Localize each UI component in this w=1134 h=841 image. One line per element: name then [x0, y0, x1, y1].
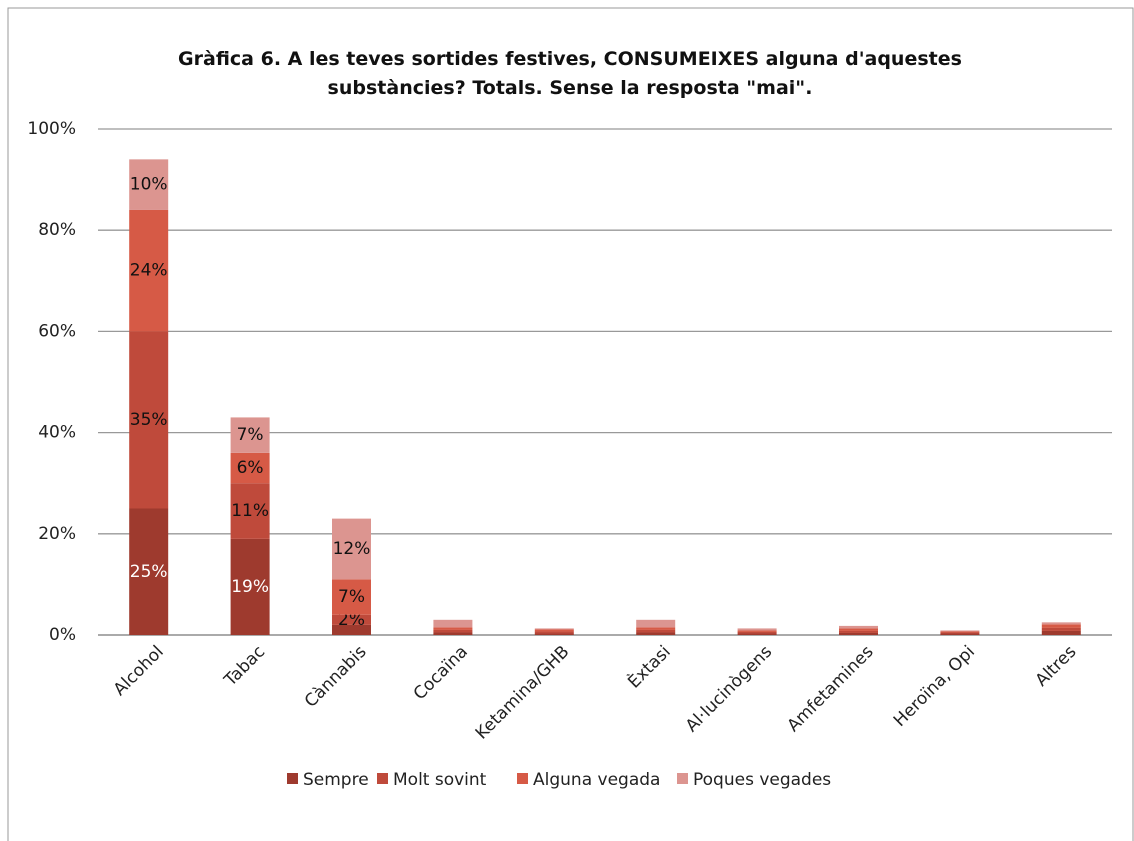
bar-segment: [230, 483, 270, 539]
legend-label: Alguna vegada: [533, 770, 660, 790]
data-label: 7%: [338, 587, 365, 607]
bar-segment: [636, 619, 676, 628]
data-label: 7%: [237, 425, 264, 445]
x-tick-label: Tabac: [220, 642, 269, 691]
bar-segment: [940, 633, 980, 635]
bar-segment: [129, 331, 169, 509]
bar-segment: [1041, 624, 1081, 628]
x-tick-label: Altres: [1032, 642, 1081, 691]
bar-segment: [433, 629, 473, 633]
y-tick-label: 0%: [49, 625, 76, 645]
bar-segment: [636, 629, 676, 633]
y-tick-label: 60%: [38, 321, 76, 341]
bar-segment: [129, 508, 169, 635]
data-label: 11%: [231, 501, 269, 521]
bar-segment: [839, 628, 878, 631]
x-tick-label: Amfetamines: [783, 642, 877, 736]
legend-label: Molt sovint: [393, 770, 487, 790]
bar-segment: [737, 633, 777, 635]
bar-segment: [737, 631, 777, 634]
bar-segment: [534, 633, 574, 635]
bar-segment: [940, 631, 980, 633]
data-label: 10%: [130, 175, 168, 195]
bar-segment: [940, 630, 980, 632]
bar-segment: [433, 627, 473, 630]
bar-segment: [230, 538, 270, 635]
x-tick-label: Alcohol: [110, 642, 168, 700]
bar-segment: [129, 209, 169, 332]
y-tick-label: 100%: [27, 119, 76, 139]
bar-segment: [332, 614, 371, 625]
bar-segment: [230, 452, 270, 484]
legend-swatch: [517, 773, 528, 784]
bar-segment: [433, 619, 473, 628]
data-label: 35%: [130, 410, 168, 430]
bar-segment: [839, 632, 878, 635]
y-tick-label: 20%: [38, 524, 76, 544]
x-tick-label: Heroïna, Opi: [890, 642, 979, 731]
bar-segment: [332, 579, 371, 615]
data-label: 6%: [237, 458, 264, 478]
chart-title: Gràfica 6. A les teves sortides festives…: [178, 48, 962, 99]
bar-segment: [1041, 630, 1081, 635]
bar-segment: [940, 632, 980, 634]
bar-segment: [433, 632, 473, 635]
bar-segment: [129, 159, 169, 210]
y-tick-label: 80%: [38, 220, 76, 240]
bar-segment: [230, 417, 270, 453]
bar-segment: [1041, 627, 1081, 631]
legend-label: Poques vegades: [693, 770, 831, 790]
bar-segment: [839, 630, 878, 633]
bar-segment: [737, 628, 777, 631]
legend-swatch: [677, 773, 688, 784]
x-tick-label: Cocaïna: [410, 642, 472, 704]
bar-segment: [332, 624, 371, 635]
x-tick-label: Èxtasi: [623, 641, 675, 693]
legend-swatch: [377, 773, 388, 784]
bar-segment: [737, 630, 777, 632]
legend-label: Sempre: [303, 770, 369, 790]
data-label: 24%: [130, 261, 168, 281]
x-tick-label: Cànnabis: [301, 642, 371, 712]
bar-segment: [534, 631, 574, 634]
bar-segment: [1041, 622, 1081, 625]
bar-segment: [636, 627, 676, 630]
data-label: 12%: [333, 539, 371, 559]
y-tick-label: 40%: [38, 423, 76, 443]
legend-swatch: [287, 773, 298, 784]
data-label: 25%: [130, 562, 168, 582]
bar-segment: [839, 625, 878, 629]
bar-segment: [534, 629, 574, 632]
data-label: 19%: [231, 577, 269, 597]
bar-segment: [332, 518, 371, 580]
frame: [7, 7, 1134, 841]
x-tick-label: Al·lucinògens: [682, 642, 776, 736]
bar-segment: [636, 632, 676, 635]
data-label: 2%: [338, 610, 365, 630]
x-tick-label: Ketamina/GHB: [472, 642, 574, 744]
bar-segment: [534, 628, 574, 630]
